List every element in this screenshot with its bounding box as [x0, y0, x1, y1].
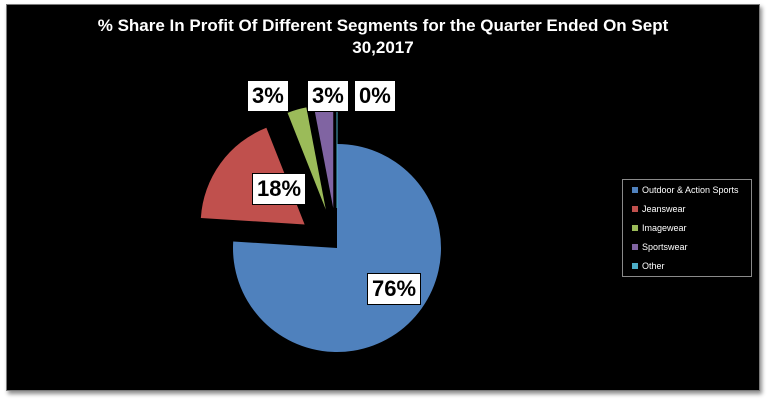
legend-swatch	[632, 263, 638, 269]
legend-label: Other	[642, 261, 665, 271]
chart-title-line-1: % Share In Profit Of Different Segments …	[97, 16, 669, 35]
legend-swatch	[632, 244, 638, 250]
legend-label: Imagewear	[642, 223, 687, 233]
legend-label: Jeanswear	[642, 204, 686, 214]
chart-title-line-2: 30,2017	[352, 38, 414, 57]
data-label-sportswear: 3%	[307, 80, 349, 112]
legend-item-outdoor-action-sports: Outdoor & Action Sports	[632, 184, 739, 196]
legend-swatch	[632, 206, 638, 212]
legend-label: Sportswear	[642, 242, 688, 252]
legend-item-other: Other	[632, 260, 665, 272]
data-label-outdoor-action-sports: 76%	[367, 273, 422, 305]
pie-slice-sportswear	[313, 104, 334, 209]
legend-item-sportswear: Sportswear	[632, 241, 688, 253]
chart-legend: Outdoor & Action Sports Jeanswear Imagew…	[622, 179, 752, 277]
legend-label: Outdoor & Action Sports	[642, 185, 739, 195]
data-label-jeanswear: 18%	[252, 173, 307, 205]
legend-swatch	[632, 225, 638, 231]
chart-title: % Share In Profit Of Different Segments …	[7, 15, 759, 59]
legend-item-jeanswear: Jeanswear	[632, 203, 686, 215]
pie-slice-imagewear	[287, 107, 326, 210]
chart-frame: % Share In Profit Of Different Segments …	[6, 4, 760, 391]
data-label-imagewear: 3%	[247, 80, 289, 112]
legend-item-imagewear: Imagewear	[632, 222, 687, 234]
legend-swatch	[632, 187, 638, 193]
data-label-other: 0%	[354, 80, 396, 112]
